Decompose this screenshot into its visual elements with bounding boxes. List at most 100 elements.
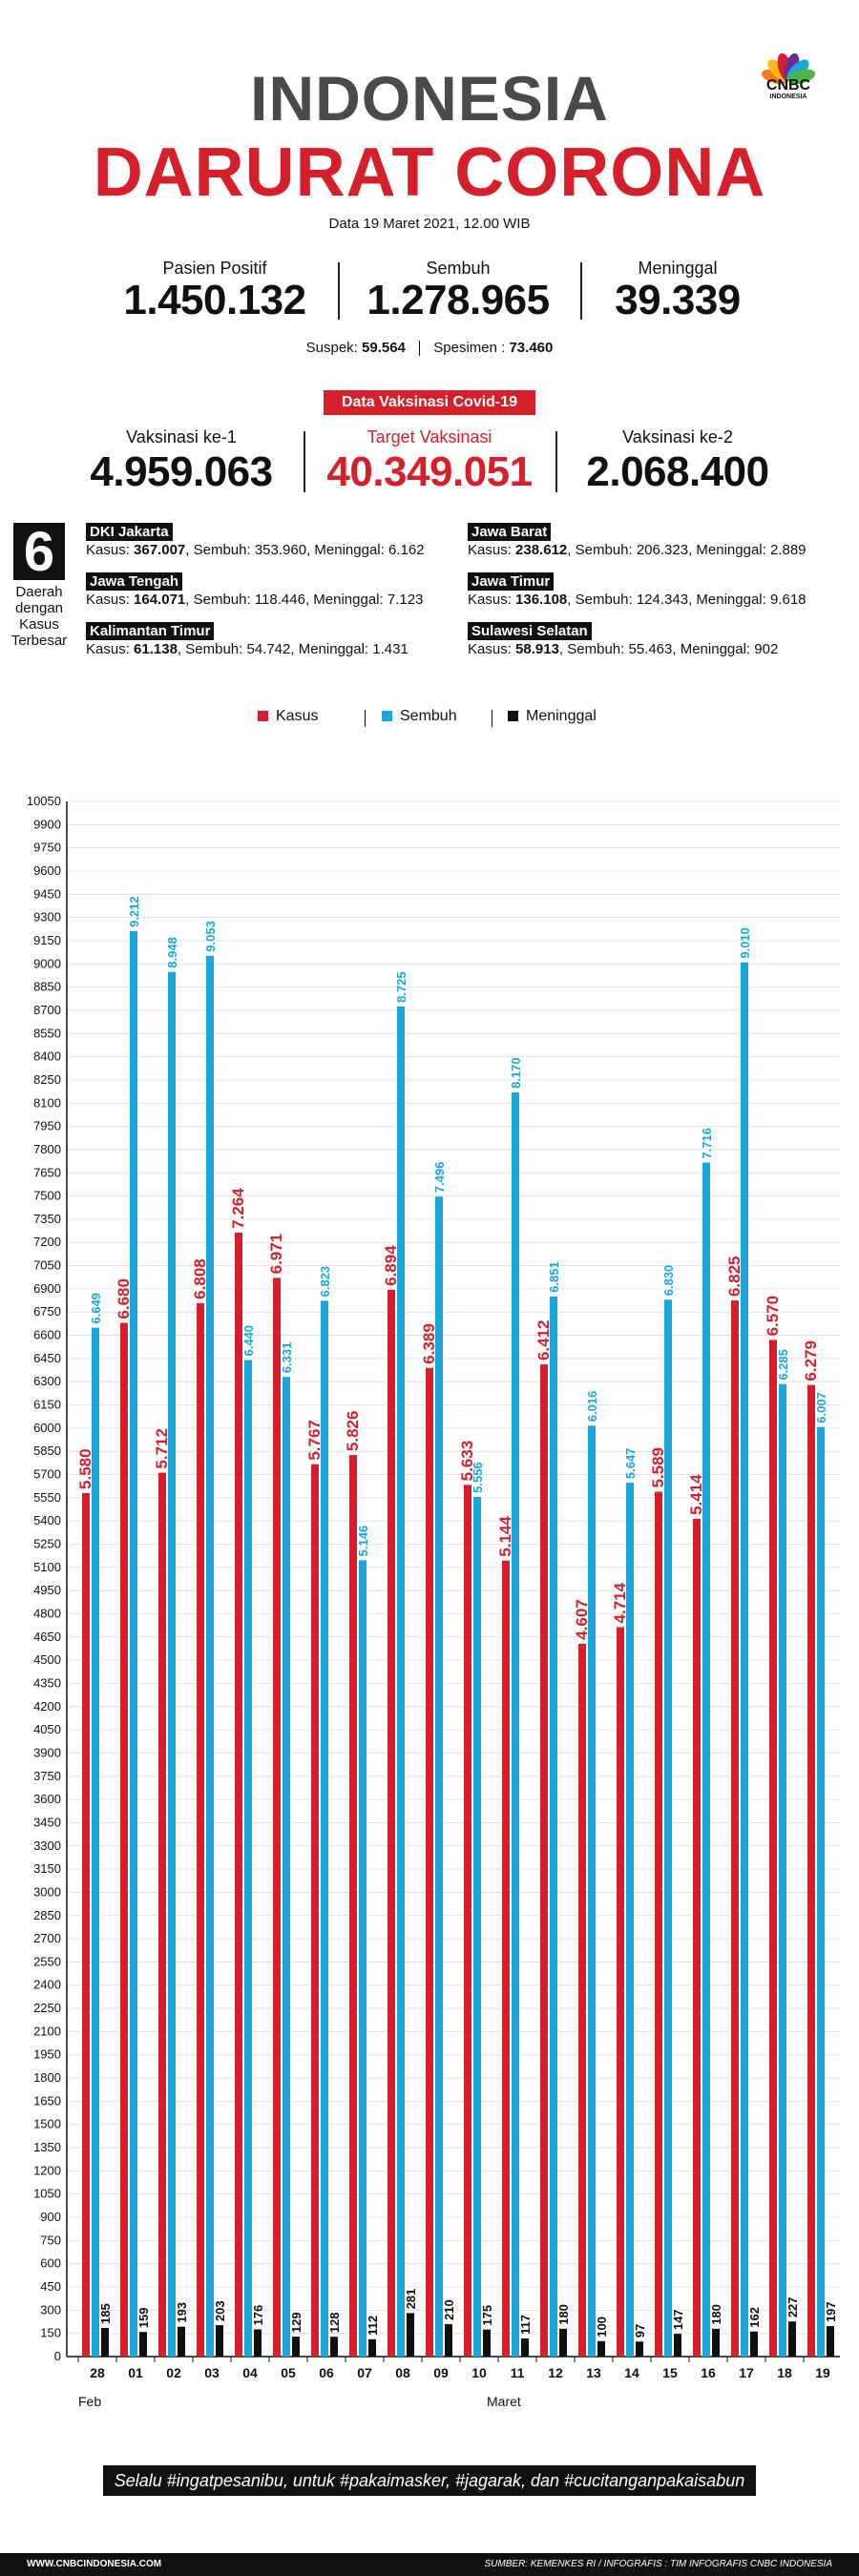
y-tick-label: 750 — [40, 2233, 61, 2247]
province-name: Kalimantan Timur — [86, 622, 215, 640]
y-tick-label: 7350 — [33, 1212, 61, 1226]
bar-sembuh — [550, 1296, 557, 2357]
province-item: Jawa Tengah Kasus: 164.071, Sembuh: 118.4… — [86, 572, 423, 609]
legend-label: Meninggal — [526, 708, 597, 724]
y-tick-label: 600 — [40, 2256, 61, 2271]
x-tick-label: 13 — [586, 2365, 601, 2380]
data-label-meninggal: 180 — [709, 2304, 723, 2325]
y-tick-label: 2250 — [33, 2001, 61, 2015]
y-tick-label: 9300 — [33, 910, 61, 924]
bar-sembuh — [702, 1162, 710, 2357]
divider — [304, 431, 305, 492]
province-details: Kasus: 164.071, Sembuh: 118.446, Meningg… — [86, 592, 424, 608]
x-tick-label: 05 — [281, 2365, 296, 2380]
meninggal-label: Meninggal: — [314, 542, 385, 558]
data-label-sembuh: 5.647 — [623, 1448, 638, 1480]
y-tick-label: 1500 — [33, 2117, 61, 2131]
bar-kasus — [235, 1232, 242, 2357]
kasus-value: 58.913 — [515, 641, 559, 657]
bar-kasus — [693, 1518, 701, 2357]
y-tick-label: 3600 — [33, 1792, 61, 1806]
y-tick-label: 300 — [40, 2302, 61, 2316]
bar-meninggal — [292, 2337, 300, 2357]
bar-kasus — [807, 1384, 815, 2357]
spesimen-value: 73.460 — [509, 340, 554, 356]
bar-meninggal — [521, 2338, 529, 2357]
suspek-value: 59.564 — [362, 340, 406, 356]
bar-sembuh — [130, 930, 137, 2357]
sembuh-label: Sembuh: — [185, 641, 243, 657]
x-tick-label: 03 — [204, 2365, 220, 2380]
y-tick-label: 9150 — [33, 933, 61, 947]
x-tick-label: 18 — [777, 2365, 792, 2380]
caption-line: Daerah — [15, 584, 63, 600]
y-tick-label: 4650 — [33, 1630, 61, 1644]
bar-kasus — [769, 1340, 777, 2357]
data-label-meninggal: 159 — [136, 2308, 151, 2329]
y-tick-label: 5400 — [33, 1513, 61, 1527]
bar-meninggal — [559, 2328, 567, 2357]
bar-kasus — [311, 1464, 319, 2357]
y-tick-label: 5700 — [33, 1467, 61, 1482]
bar-kasus — [82, 1492, 90, 2357]
province-details: Kasus: 238.612, Sembuh: 206.323, Meningg… — [468, 542, 807, 558]
data-label-sembuh: 8.170 — [509, 1057, 523, 1089]
data-label-kasus: 5.144 — [496, 1516, 514, 1557]
bar-meninggal — [674, 2334, 681, 2357]
data-label-sembuh: 6.016 — [585, 1391, 599, 1423]
bar-kasus — [158, 1472, 166, 2357]
meninggal-value: 1.431 — [372, 641, 409, 657]
y-tick-label: 2700 — [33, 1931, 61, 1945]
title-line-1: INDONESIA — [250, 63, 609, 134]
data-label-meninggal: 193 — [175, 2302, 189, 2323]
y-tick-label: 8550 — [33, 1026, 61, 1040]
bar-meninggal — [712, 2328, 720, 2357]
y-tick-label: 7050 — [33, 1258, 61, 1273]
caption-line: Terbesar — [10, 633, 68, 649]
x-tick-label: 28 — [90, 2365, 105, 2380]
y-tick-label: 7650 — [33, 1165, 61, 1179]
bar-sembuh — [321, 1300, 328, 2357]
data-label-meninggal: 175 — [480, 2305, 494, 2326]
bar-sembuh — [168, 971, 176, 2357]
y-tick-label: 2550 — [33, 1954, 61, 1968]
data-label-kasus: 6.570 — [764, 1296, 782, 1337]
y-tick-label: 4800 — [33, 1606, 61, 1620]
y-tick-label: 6300 — [33, 1374, 61, 1388]
data-label-meninggal: 129 — [289, 2312, 304, 2333]
y-tick-label: 5250 — [33, 1537, 61, 1551]
legend-divider — [365, 710, 366, 727]
suspek-spesimen-line: Suspek: 59.564 Spesimen : 73.460 — [0, 340, 859, 357]
sembuh-value: 118.446 — [254, 592, 305, 608]
y-tick-label: 2850 — [33, 1908, 61, 1922]
x-tick-label: 01 — [128, 2365, 143, 2380]
bar-kasus — [540, 1364, 548, 2357]
legend-swatch-sembuh — [382, 711, 392, 722]
legend-sembuh: Sembuh — [382, 708, 457, 725]
meninggal-value: 9.618 — [769, 592, 807, 608]
kasus-label: Kasus: — [86, 641, 130, 657]
data-label-kasus: 5.712 — [153, 1428, 171, 1469]
data-label-meninggal: 197 — [824, 2301, 838, 2322]
y-tick-label: 5550 — [33, 1490, 61, 1505]
vaksin1-value: 4.959.063 — [90, 448, 273, 495]
spesimen-label: Spesimen : — [433, 340, 506, 356]
vaksin2-value: 2.068.400 — [586, 448, 769, 495]
legend-label: Sembuh — [400, 708, 457, 724]
target-value: 40.349.051 — [326, 448, 533, 495]
kasus-value: 367.007 — [134, 542, 186, 558]
y-tick-label: 4500 — [33, 1652, 61, 1667]
bar-kasus — [426, 1367, 433, 2357]
y-tick-label: 9000 — [33, 956, 61, 970]
y-tick-label: 6000 — [33, 1421, 61, 1435]
logo-text: CNBC — [765, 77, 811, 93]
data-label-sembuh: 6.331 — [280, 1342, 294, 1374]
y-tick-label: 7200 — [33, 1235, 61, 1249]
legend-swatch-meninggal — [508, 711, 518, 722]
data-label-kasus: 6.808 — [191, 1258, 209, 1299]
x-tick-label: 09 — [433, 2365, 449, 2380]
data-label-meninggal: 180 — [556, 2304, 571, 2325]
y-tick-label: 0 — [54, 2349, 61, 2363]
data-label-sembuh: 6.851 — [547, 1261, 561, 1293]
sembuh-value: 206.323 — [636, 542, 689, 558]
